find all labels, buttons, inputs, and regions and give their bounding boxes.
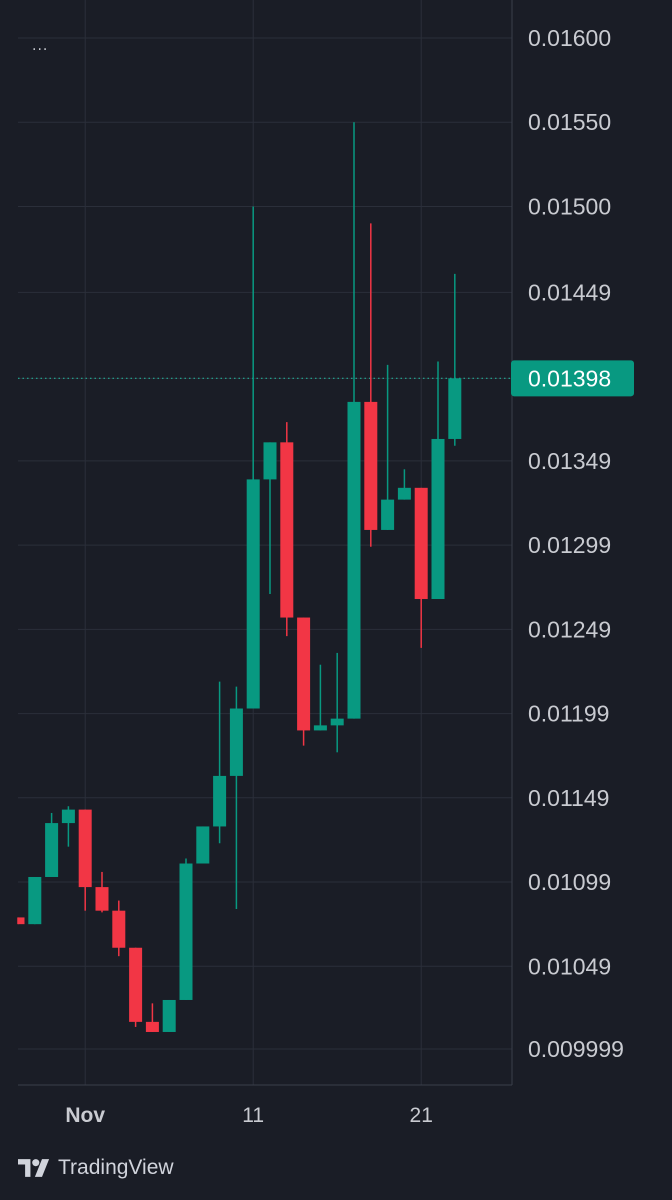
candle-body [145,1021,159,1032]
candle-body [18,917,25,925]
candle-body [213,775,227,827]
candle-down[interactable] [297,617,311,746]
candle-down[interactable] [112,900,126,957]
y-tick-label: 0.01550 [528,109,611,135]
y-tick-label: 0.01299 [528,532,611,558]
candle-down[interactable] [95,871,109,913]
candle-body [280,442,294,618]
candle-body [129,947,143,1022]
y-tick-label: 0.01049 [528,953,611,979]
y-tick-label: 0.01349 [528,448,611,474]
y-tick-label: 0.01149 [528,785,609,811]
candle-body [297,617,311,731]
candle-up[interactable] [397,469,411,500]
candle-body [45,823,59,877]
last-price-badge-bg [511,360,634,397]
candle-up[interactable] [246,206,260,709]
candle-body [364,401,378,530]
candle-up[interactable] [381,364,395,530]
tradingview-logo-icon [18,1159,50,1177]
y-tick-label: 0.01449 [528,279,611,305]
candle-up[interactable] [330,652,344,753]
candle-down[interactable] [364,223,378,547]
candle-up[interactable] [229,686,243,909]
candle-body [229,708,243,776]
candle-down[interactable] [280,422,294,637]
candle-body [263,442,277,480]
candle-body [78,809,92,888]
candle-body [431,438,445,600]
candle-down[interactable] [17,917,25,925]
candles[interactable] [17,122,462,1032]
candle-up[interactable] [196,826,210,864]
x-axis-labels: Nov 11 21 [65,1104,433,1127]
candle-up[interactable] [313,664,327,731]
candle-body [347,401,361,719]
candle-body [28,876,42,925]
candle-body [246,479,260,709]
candle-up[interactable] [431,361,445,600]
candle-body [448,378,462,439]
y-tick-label: 0.01500 [528,193,611,219]
y-tick-label: 0.01199 [528,701,609,727]
candle-down[interactable] [78,809,92,911]
candle-body [381,499,395,530]
candle-body [95,887,109,911]
candle-body [397,487,411,500]
candle-body [179,863,193,1000]
brand-name: TradingView [58,1156,174,1179]
x-tick-label: Nov [65,1104,105,1127]
x-tick-label: 11 [242,1104,264,1127]
y-tick-label: 0.009999 [528,1036,624,1062]
candle-body [112,910,126,948]
candle-down[interactable] [414,487,428,648]
candle-body [196,826,210,864]
candle-body [330,718,344,726]
candle-up[interactable] [263,442,277,594]
candle-body [414,487,428,600]
y-axis-labels: 0.01600 0.01550 0.01500 0.01449 0.01349 0.012… [528,25,624,1062]
candle-body [162,999,176,1032]
last-price-badge[interactable]: 0.01398 [511,360,634,397]
candle-up[interactable] [448,273,462,446]
candle-up[interactable] [179,858,193,1000]
y-tick-label: 0.01099 [528,869,611,895]
candle-up[interactable] [347,122,361,719]
candle-up[interactable] [162,999,176,1032]
candle-up[interactable] [213,681,227,844]
y-tick-label: 0.01249 [528,616,611,642]
candlestick-chart[interactable]: 0.01600 0.01550 0.01500 0.01449 0.01349 0.012… [0,0,672,1140]
last-price-label: 0.01398 [528,365,611,391]
candle-down[interactable] [145,1003,159,1032]
candle-down[interactable] [129,947,143,1027]
chart-menu-icon[interactable]: ... [32,38,49,54]
candle-up[interactable] [45,812,59,877]
candle-up[interactable] [28,876,42,925]
x-tick-label: 21 [410,1104,433,1127]
candle-up[interactable] [61,806,75,847]
candle-body [61,809,75,824]
candle-body [313,725,327,731]
tradingview-branding[interactable]: TradingView [18,1154,174,1182]
y-tick-label: 0.01600 [528,25,611,51]
